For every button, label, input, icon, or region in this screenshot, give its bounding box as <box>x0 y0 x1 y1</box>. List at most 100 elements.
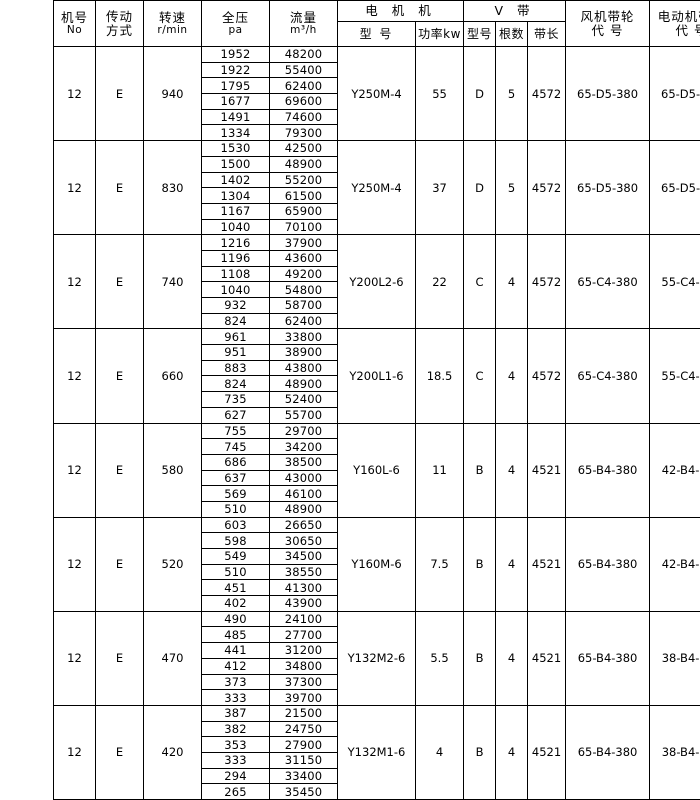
cell-motor-pulley: 65-D5-340 <box>650 141 700 235</box>
cell-total-pressure: 382 <box>202 721 270 737</box>
cell-motor-model: Y250M-4 <box>338 47 416 141</box>
cell-speed: 520 <box>144 517 202 611</box>
cell-machine-no: 12 <box>54 517 96 611</box>
spec-sheet: 机号 No 传动 方式 转速 r/min 全压 pa 流量 m³/h <box>0 0 700 755</box>
cell-flow-rate: 49200 <box>270 266 338 282</box>
cell-belt-length: 4572 <box>528 235 566 329</box>
cell-belt-count: 4 <box>496 235 528 329</box>
cell-motor-power: 5.5 <box>416 611 464 705</box>
cell-motor-pulley: 55-C4-265 <box>650 329 700 423</box>
cell-total-pressure: 333 <box>202 690 270 706</box>
cell-belt-length: 4521 <box>528 517 566 611</box>
cell-flow-rate: 39700 <box>270 690 338 706</box>
cell-flow-rate: 74600 <box>270 109 338 125</box>
cell-flow-rate: 38900 <box>270 345 338 361</box>
cell-total-pressure: 549 <box>202 549 270 565</box>
cell-flow-rate: 48900 <box>270 156 338 172</box>
cell-total-pressure: 485 <box>202 627 270 643</box>
cell-total-pressure: 1500 <box>202 156 270 172</box>
cell-motor-power: 22 <box>416 235 464 329</box>
cell-total-pressure: 1304 <box>202 188 270 204</box>
cell-motor-power: 55 <box>416 47 464 141</box>
cell-flow-rate: 55400 <box>270 62 338 78</box>
cell-total-pressure: 1795 <box>202 78 270 94</box>
cell-flow-rate: 48900 <box>270 501 338 517</box>
cell-motor-power: 7.5 <box>416 517 464 611</box>
cell-flow-rate: 41300 <box>270 580 338 596</box>
cell-fan-pulley: 65-D5-380 <box>566 47 650 141</box>
cell-total-pressure: 451 <box>202 580 270 596</box>
header-machine-no-cn: 机号 <box>54 11 95 24</box>
cell-motor-model: Y200L2-6 <box>338 235 416 329</box>
cell-flow-rate: 42500 <box>270 141 338 157</box>
cell-motor-pulley: 42-B4-212 <box>650 517 700 611</box>
header-speed: 转速 r/min <box>144 1 202 47</box>
cell-total-pressure: 1216 <box>202 235 270 251</box>
cell-flow-rate: 54800 <box>270 282 338 298</box>
cell-belt-type: C <box>464 235 496 329</box>
cell-total-pressure: 1334 <box>202 125 270 141</box>
cell-flow-rate: 62400 <box>270 313 338 329</box>
cell-fan-pulley: 65-B4-380 <box>566 611 650 705</box>
cell-flow-rate: 43600 <box>270 250 338 266</box>
cell-motor-model: Y132M1-6 <box>338 705 416 799</box>
cell-motor-power: 11 <box>416 423 464 517</box>
header-fan-pulley-sub: 代 号 <box>566 24 649 37</box>
cell-total-pressure: 265 <box>202 784 270 800</box>
cell-total-pressure: 510 <box>202 501 270 517</box>
cell-total-pressure: 1491 <box>202 109 270 125</box>
cell-total-pressure: 402 <box>202 596 270 612</box>
cell-drive-type: E <box>96 235 144 329</box>
cell-belt-count: 4 <box>496 611 528 705</box>
header-drive-type: 传动 方式 <box>96 1 144 47</box>
table-header: 机号 No 传动 方式 转速 r/min 全压 pa 流量 m³/h <box>54 1 700 47</box>
cell-flow-rate: 35450 <box>270 784 338 800</box>
cell-flow-rate: 33800 <box>270 329 338 345</box>
cell-flow-rate: 43800 <box>270 360 338 376</box>
cell-total-pressure: 932 <box>202 298 270 314</box>
cell-total-pressure: 569 <box>202 486 270 502</box>
cell-belt-length: 4521 <box>528 423 566 517</box>
cell-flow-rate: 26650 <box>270 517 338 533</box>
cell-belt-count: 5 <box>496 47 528 141</box>
header-drive-type-sub: 方式 <box>96 24 143 37</box>
cell-machine-no: 12 <box>54 611 96 705</box>
cell-flow-rate: 34500 <box>270 549 338 565</box>
fan-specification-table: 机号 No 传动 方式 转速 r/min 全压 pa 流量 m³/h <box>53 0 700 800</box>
cell-fan-pulley: 65-B4-380 <box>566 705 650 799</box>
cell-total-pressure: 755 <box>202 423 270 439</box>
cell-belt-length: 4572 <box>528 329 566 423</box>
cell-flow-rate: 30650 <box>270 533 338 549</box>
cell-flow-rate: 34200 <box>270 439 338 455</box>
header-belt-type: 型号 <box>464 22 496 47</box>
cell-drive-type: E <box>96 705 144 799</box>
cell-motor-pulley: 65-D5-250 <box>650 47 700 141</box>
cell-total-pressure: 412 <box>202 658 270 674</box>
cell-total-pressure: 1952 <box>202 47 270 63</box>
cell-flow-rate: 46100 <box>270 486 338 502</box>
cell-flow-rate: 62400 <box>270 78 338 94</box>
cell-flow-rate: 38550 <box>270 564 338 580</box>
cell-flow-rate: 61500 <box>270 188 338 204</box>
cell-drive-type: E <box>96 611 144 705</box>
cell-flow-rate: 24100 <box>270 611 338 627</box>
cell-fan-pulley: 65-C4-380 <box>566 235 650 329</box>
cell-flow-rate: 37300 <box>270 674 338 690</box>
cell-belt-count: 5 <box>496 141 528 235</box>
cell-flow-rate: 27900 <box>270 737 338 753</box>
header-motor-pulley-sub: 代 号 <box>650 24 700 37</box>
cell-belt-count: 4 <box>496 423 528 517</box>
cell-speed: 940 <box>144 47 202 141</box>
cell-belt-length: 4521 <box>528 611 566 705</box>
cell-flow-rate: 37900 <box>270 235 338 251</box>
cell-flow-rate: 55200 <box>270 172 338 188</box>
cell-belt-length: 4572 <box>528 141 566 235</box>
cell-total-pressure: 353 <box>202 737 270 753</box>
header-machine-no-sub: No <box>54 25 95 36</box>
cell-machine-no: 12 <box>54 329 96 423</box>
